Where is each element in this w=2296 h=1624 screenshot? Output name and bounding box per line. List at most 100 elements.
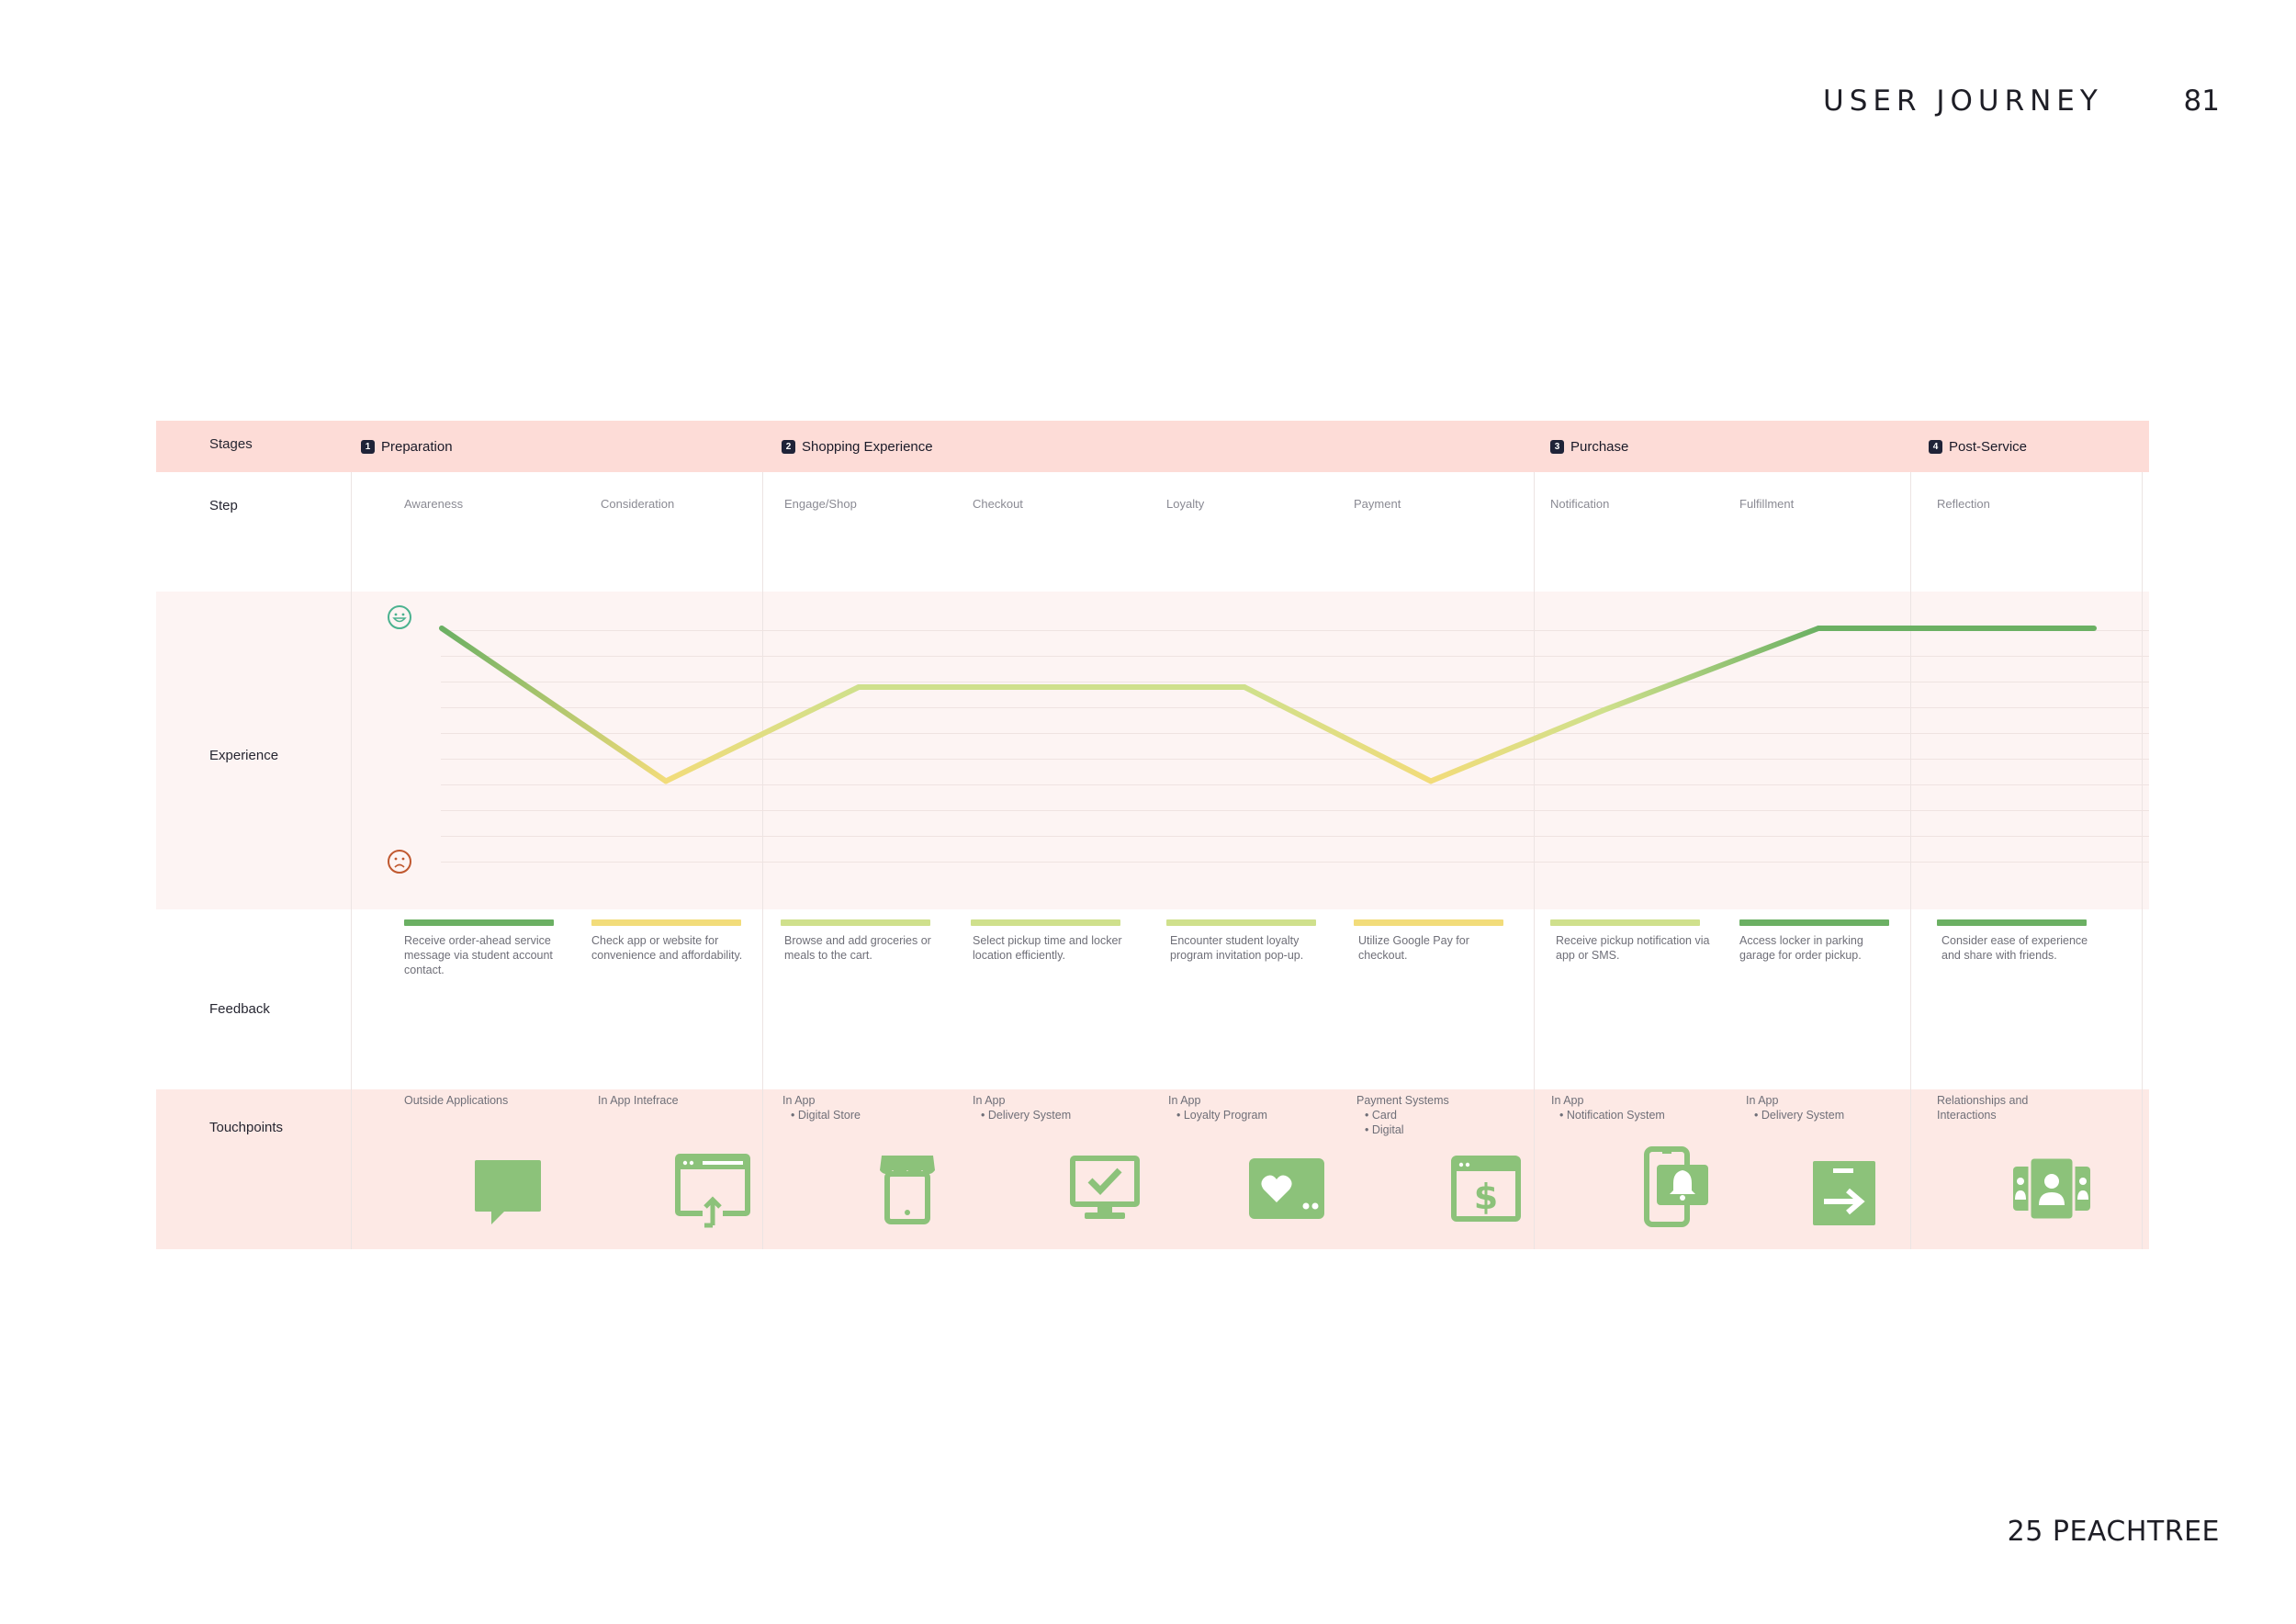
touchpoint-text: In App Intefrace — [598, 1093, 772, 1108]
touchpoint-title: In App — [1551, 1094, 1584, 1107]
stage-number-badge: 1 — [361, 439, 375, 454]
step-band — [156, 472, 2149, 592]
experience-point — [856, 684, 861, 690]
feedback-text: Encounter student loyalty program invita… — [1170, 934, 1304, 962]
stage-name: Shopping Experience — [802, 438, 933, 455]
stage-post-service: 4 Post-Service — [1929, 436, 2027, 457]
row-label-experience: Experience — [209, 748, 279, 763]
experience-point — [439, 626, 445, 631]
experience-point — [1816, 626, 1821, 631]
touchpoint-title: In App — [782, 1094, 816, 1107]
feedback-text: Utilize Google Pay for checkout. — [1358, 934, 1469, 962]
touchpoint-text: In App • Delivery System — [1746, 1093, 1920, 1122]
step-label: Checkout — [973, 497, 1023, 511]
row-label-touchpoints: Touchpoints — [209, 1120, 284, 1135]
feedback-bar — [1739, 919, 1889, 926]
step-label: Notification — [1550, 497, 1610, 511]
gridline — [441, 733, 2149, 734]
feedback-text: Access locker in parking garage for orde… — [1739, 934, 1863, 962]
touchpoint-text: Relationships and Interactions — [1937, 1093, 2075, 1122]
stage-number-badge: 2 — [782, 439, 795, 454]
feedback-bar — [1937, 919, 2087, 926]
touchpoint-title: In App — [1746, 1094, 1779, 1107]
gridline — [441, 836, 2149, 837]
browser-dollar-icon: $ — [1451, 1156, 1521, 1222]
feedback-text: Receive pickup notification via app or S… — [1556, 934, 1710, 962]
experience-point — [1428, 778, 1434, 784]
feedback-bar — [404, 919, 554, 926]
feedback-text: Consider ease of experience and share wi… — [1941, 934, 2088, 962]
step-label: Payment — [1354, 497, 1401, 511]
column-divider — [2142, 472, 2143, 1249]
touchpoint-sub: • Digital Store — [791, 1109, 861, 1122]
phone-bell-icon — [1644, 1146, 1708, 1227]
touchpoint-title: Outside Applications — [404, 1094, 509, 1107]
touchpoint-sub: • Card — [1365, 1109, 1397, 1122]
contacts-icon — [2013, 1157, 2090, 1220]
stage-number-badge: 4 — [1929, 439, 1942, 454]
experience-point — [2091, 626, 2097, 631]
stage-number-badge: 3 — [1550, 439, 1564, 454]
column-divider — [351, 472, 352, 1249]
touchpoint-title: In App — [973, 1094, 1006, 1107]
sad-face-icon — [388, 850, 411, 874]
experience-chart — [439, 626, 2097, 784]
feedback-text: Receive order-ahead service message via … — [404, 934, 553, 976]
touchpoint-text: In App • Notification System — [1551, 1093, 1726, 1122]
section-title: USER JOURNEY — [1823, 85, 2103, 118]
storefront-icon — [880, 1156, 935, 1224]
feedback-bar — [591, 919, 741, 926]
gridline — [441, 784, 2149, 785]
touchpoint-text: Outside Applications — [404, 1093, 579, 1108]
stage-name: Post-Service — [1949, 438, 2028, 455]
touchpoint-title: Relationships and Interactions — [1937, 1094, 2029, 1122]
touchpoint-sub: • Notification System — [1559, 1109, 1665, 1122]
svg-text:$: $ — [1474, 1177, 1498, 1217]
stage-preparation: 1 Preparation — [361, 436, 453, 457]
stage-shopping-experience: 2 Shopping Experience — [782, 436, 933, 457]
column-divider — [1534, 472, 1535, 1249]
experience-line-segment — [1428, 707, 1605, 784]
stage-purchase: 3 Purchase — [1550, 436, 1628, 457]
stages-band — [156, 421, 2149, 472]
chat-bubble-icon — [475, 1160, 541, 1224]
row-label-feedback: Feedback — [209, 1001, 270, 1017]
touchpoint-text: In App • Digital Store — [782, 1093, 957, 1122]
gridline — [441, 810, 2149, 811]
feedback-text: Browse and add groceries or meals to the… — [784, 934, 931, 962]
feedback-bar — [971, 919, 1120, 926]
touchpoint-title: Payment Systems — [1356, 1094, 1449, 1107]
feedback-bar — [1354, 919, 1503, 926]
step-label: Consideration — [601, 497, 675, 511]
gridline — [441, 862, 2149, 863]
feedback-bar — [1550, 919, 1700, 926]
touchpoint-sub: • Loyalty Program — [1176, 1109, 1267, 1122]
stage-name: Preparation — [381, 438, 453, 455]
experience-line-segment — [663, 684, 861, 784]
experience-point — [1242, 684, 1247, 690]
browser-upload-icon — [675, 1154, 750, 1228]
touchpoint-text: Payment Systems • Card • Digital — [1356, 1093, 1531, 1137]
touchpoint-sub: • Delivery System — [1754, 1109, 1845, 1122]
step-label: Loyalty — [1166, 497, 1205, 511]
feedback-text: Select pickup time and locker location e… — [973, 934, 1122, 962]
experience-point — [663, 778, 669, 784]
journey-map: Stages Step Experience Feedback Touchpoi… — [156, 421, 2149, 1249]
gridline — [441, 759, 2149, 760]
touchpoint-title: In App Intefrace — [598, 1094, 679, 1107]
experience-band — [156, 592, 2149, 909]
experience-line-segment — [1600, 626, 1821, 714]
touchpoint-sub: • Digital — [1365, 1123, 1404, 1136]
stage-name: Purchase — [1570, 438, 1629, 455]
experience-point — [1600, 708, 1605, 714]
feedback-bar — [1166, 919, 1316, 926]
touchpoint-text: In App • Loyalty Program — [1168, 1093, 1343, 1122]
door-arrow-icon — [1813, 1161, 1875, 1225]
footer-brand: 25 PEACHTREE — [2007, 1516, 2220, 1548]
row-label-stages: Stages — [209, 436, 253, 452]
touchpoint-sub: • Delivery System — [981, 1109, 1072, 1122]
feedback-text: Check app or website for convenience and… — [591, 934, 743, 962]
monitor-check-icon — [1070, 1156, 1140, 1219]
gridline — [441, 656, 2149, 657]
gridline — [441, 630, 2149, 631]
